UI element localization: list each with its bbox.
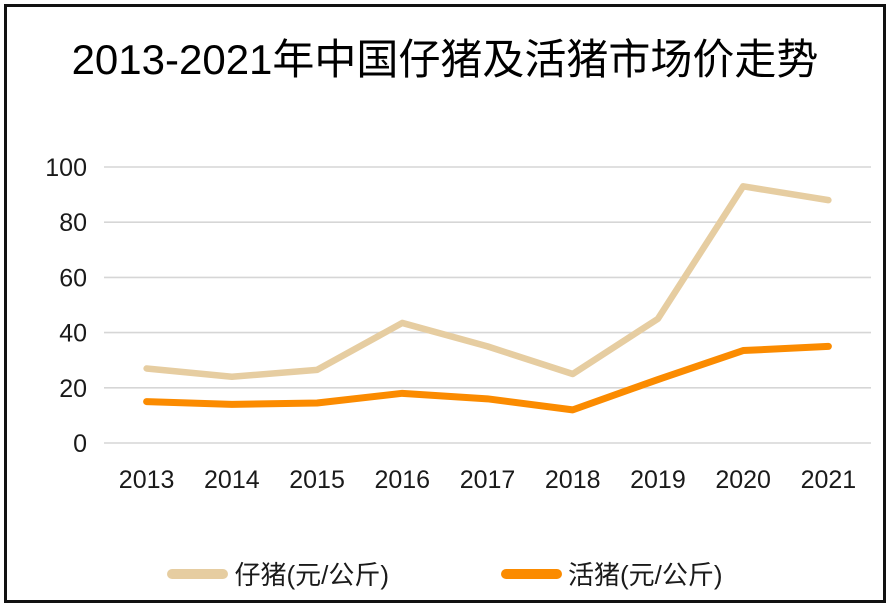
x-axis-tick-label: 2017 [460,466,516,494]
y-axis-tick-label: 60 [59,264,87,292]
piglet-line-swatch [167,568,229,579]
y-axis-tick-label: 0 [73,430,87,458]
x-axis-tick-label: 2018 [545,466,601,494]
x-axis-tick-label: 2020 [715,466,771,494]
x-axis-tick-label: 2019 [630,466,686,494]
x-axis-tick-label: 2013 [119,466,175,494]
legend-label-live-pig: 活猪(元/公斤) [568,560,723,590]
x-axis-tick-label: 2015 [289,466,345,494]
chart-title: 2013-2021年中国仔猪及活猪市场价走势 [71,36,819,83]
y-axis-tick-label: 100 [45,154,87,182]
x-axis-tick-label: 2014 [204,466,260,494]
chart-border-frame: 2013-2021年中国仔猪及活猪市场价走势 0 20 40 60 80 100 2013 2… [4,4,886,603]
line-chart-plot-area: 0 20 40 60 80 100 2013 2014 2015 2016 2017 2018 2019… [45,154,871,494]
piglet-price-line [143,183,832,381]
chart-legend: 仔猪(元/公斤) 活猪(元/公斤) [7,555,883,592]
y-axis-tick-label: 20 [59,375,87,403]
legend-item-piglet: 仔猪(元/公斤) [167,555,389,592]
y-axis-tick-label: 80 [59,209,87,237]
x-axis-tick-label: 2016 [374,466,430,494]
legend-item-live-pig: 活猪(元/公斤) [501,555,723,592]
live-pig-price-line [143,342,832,414]
live-pig-line-swatch [501,568,562,579]
y-axis-tick-label: 40 [59,320,87,348]
x-axis-tick-label: 2021 [801,466,857,494]
legend-label-piglet: 仔猪(元/公斤) [234,560,389,590]
